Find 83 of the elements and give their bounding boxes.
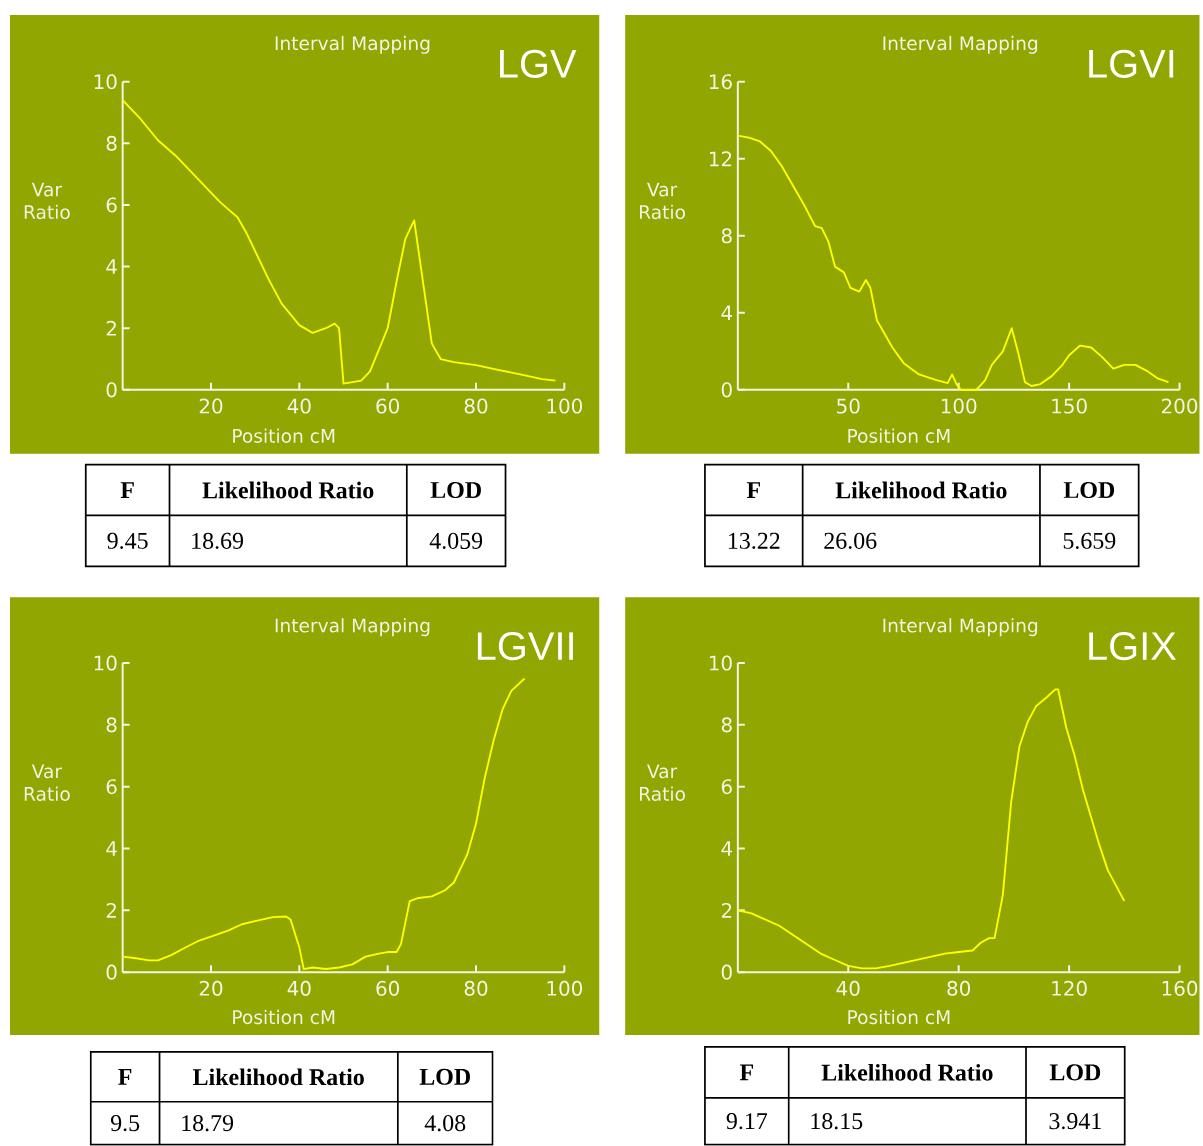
- x-tick-label: 100: [547, 981, 583, 997]
- text: LOD: [430, 482, 481, 499]
- text: Likelihood Ratio: [821, 1064, 993, 1081]
- text: Likelihood Ratio: [835, 481, 1007, 499]
- x-tick-label: 60: [376, 398, 400, 414]
- x-tick-label: 100: [547, 398, 583, 414]
- x-tick-label: 160: [1162, 981, 1198, 997]
- x-tick-label: 20: [199, 398, 223, 414]
- chart-title: Interval Mapping: [883, 36, 1038, 55]
- text: F: [739, 1064, 753, 1081]
- x-tick-label: 80: [947, 981, 971, 997]
- y-axis-title: Var Ratio: [640, 764, 685, 802]
- text: 4.08: [424, 1115, 466, 1132]
- x-tick-label: 40: [836, 981, 860, 997]
- chart-title: Interval Mapping: [883, 618, 1038, 637]
- text: 9.5: [110, 1115, 140, 1132]
- x-tick-label: 20: [199, 981, 223, 997]
- text: 26.06: [824, 532, 877, 550]
- text: F: [118, 1069, 132, 1085]
- y-tick-label: 6: [106, 779, 117, 795]
- y-tick-label: 0: [106, 382, 117, 398]
- x-tick-label: 60: [376, 981, 400, 997]
- text: 3.941: [1049, 1113, 1101, 1130]
- line-series: [121, 677, 526, 971]
- y-tick-label: 8: [106, 136, 117, 152]
- chart-subtitle: LGVII: [477, 632, 573, 661]
- y-tick-label: 2: [106, 903, 116, 918]
- y-tick-label: 4: [721, 305, 733, 321]
- text: LOD: [1049, 1064, 1101, 1081]
- y-tick-label: 0: [721, 964, 732, 980]
- y-tick-label: 16: [709, 74, 732, 90]
- x-axis-title: Position cM: [848, 1009, 950, 1025]
- x-tick-label: 80: [464, 981, 488, 997]
- text: 9.17: [726, 1113, 768, 1130]
- text: LOD: [419, 1068, 470, 1086]
- text: 4.059: [429, 532, 483, 550]
- chart-subtitle: LGV: [500, 49, 577, 79]
- x-tick-label: 200: [1161, 398, 1198, 414]
- y-tick-label: 4: [106, 259, 117, 275]
- x-tick-label: 40: [287, 398, 311, 414]
- text: Likelihood Ratio: [202, 481, 374, 499]
- text: LOD: [1063, 482, 1115, 499]
- text: 13.22: [728, 532, 780, 550]
- y-tick-label: 6: [106, 197, 117, 213]
- y-axis-title: Var Ratio: [640, 182, 685, 220]
- chart-title: Interval Mapping: [275, 618, 430, 637]
- y-tick-label: 2: [721, 903, 732, 918]
- text: Likelihood Ratio: [193, 1068, 364, 1086]
- y-tick-label: 4: [721, 841, 733, 856]
- y-tick-label: 10: [709, 655, 732, 671]
- text: 9.45: [107, 532, 148, 550]
- line-series: [736, 134, 1170, 391]
- x-tick-label: 120: [1052, 981, 1087, 997]
- y-tick-label: 4: [106, 841, 117, 856]
- chart-title: Interval Mapping: [275, 36, 430, 55]
- y-tick-label: 8: [721, 228, 732, 244]
- y-tick-label: 10: [94, 655, 117, 671]
- text: F: [120, 482, 134, 499]
- y-tick-label: 10: [94, 74, 117, 90]
- y-tick-label: 2: [106, 321, 116, 336]
- text: F: [746, 482, 760, 499]
- x-axis-title: Position cM: [233, 1009, 335, 1025]
- x-axis-title: Position cM: [233, 428, 335, 444]
- x-axis-title: Position cM: [848, 428, 950, 444]
- text: 18.15: [811, 1113, 863, 1130]
- text: 18.69: [192, 532, 244, 550]
- text: 5.659: [1063, 532, 1116, 550]
- x-tick-label: 100: [941, 398, 977, 414]
- y-tick-label: 8: [721, 717, 732, 733]
- y-tick-label: 0: [721, 382, 732, 398]
- y-tick-label: 0: [106, 964, 117, 980]
- x-tick-label: 150: [1052, 398, 1087, 414]
- chart-subtitle: LGVI: [1089, 49, 1174, 79]
- x-tick-label: 40: [287, 981, 311, 997]
- y-axis-title: Var Ratio: [24, 182, 70, 220]
- chart-subtitle: LGIX: [1089, 632, 1177, 661]
- x-tick-label: 80: [464, 398, 488, 414]
- y-tick-label: 8: [106, 717, 117, 733]
- text: 18.79: [182, 1115, 234, 1132]
- y-tick-label: 12: [709, 151, 732, 167]
- x-tick-label: 50: [837, 398, 860, 414]
- y-axis-title: Var Ratio: [24, 764, 70, 802]
- y-tick-label: 6: [721, 779, 732, 795]
